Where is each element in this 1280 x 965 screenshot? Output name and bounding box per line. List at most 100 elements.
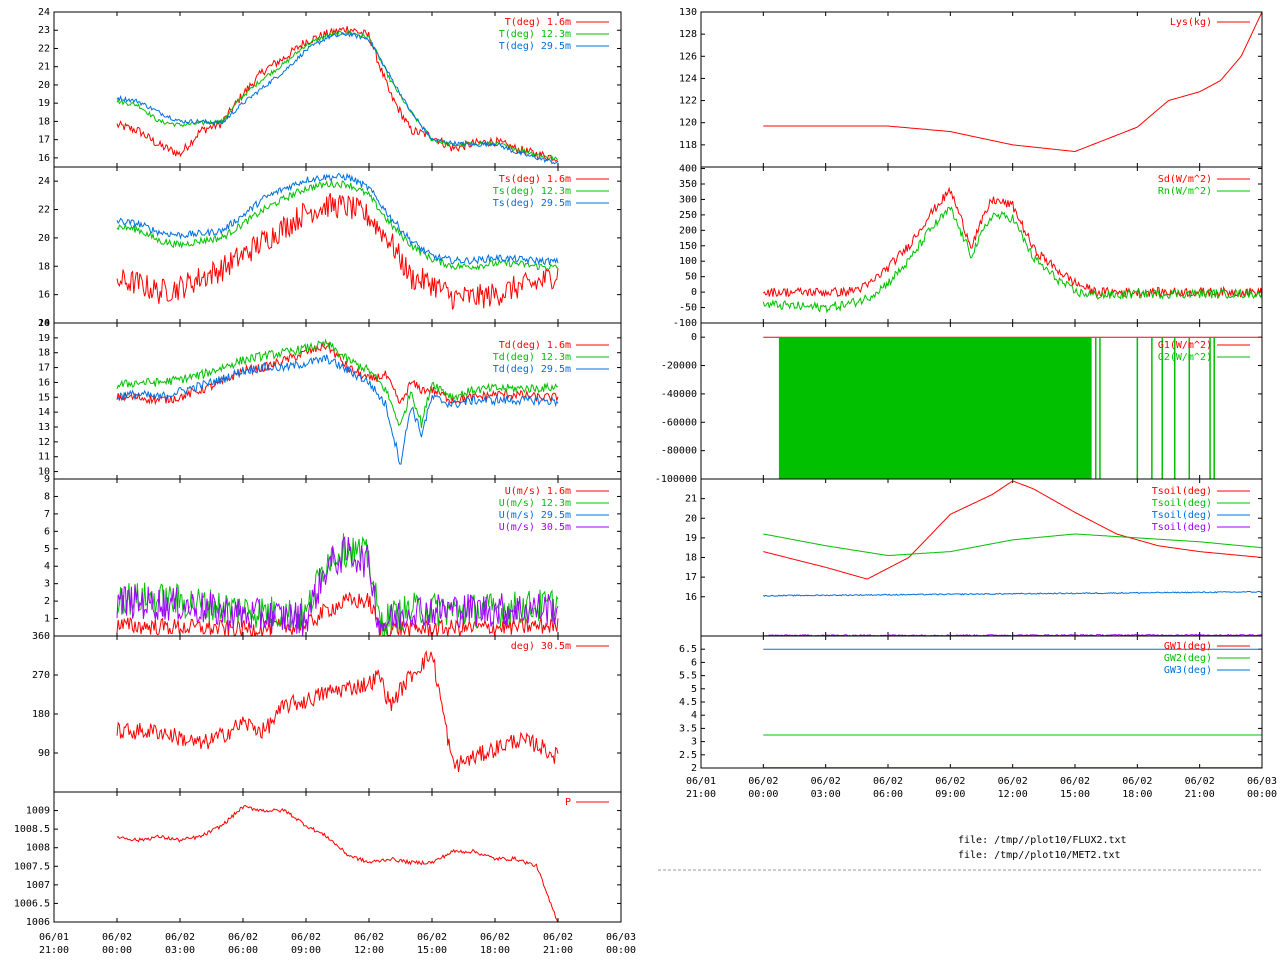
y-tick-label: 3 — [44, 579, 50, 590]
y-tick-label: 1008 — [26, 843, 50, 854]
y-tick-label: 8 — [44, 491, 50, 502]
series-line — [762, 186, 1262, 299]
panel-1: 16 17 18 19 20 21 22 23 24 T(deg) 1.6mT(deg) 12.3… — [38, 7, 622, 168]
legend-label: GW3(deg) — [1164, 665, 1212, 676]
panel-5: 90 180 270 360 deg) 30.5m — [32, 631, 622, 793]
x-tick-label: 21:00 — [686, 789, 716, 800]
y-tick-label: 6.5 — [679, 644, 697, 655]
y-tick-label: 126 — [679, 51, 697, 62]
y-tick-label: 11 — [38, 452, 50, 463]
x-tick-label: 15:00 — [1060, 789, 1090, 800]
y-tick-label: 0 — [691, 287, 697, 298]
series-line — [762, 590, 1262, 597]
series-group — [116, 533, 559, 636]
panel-8: -100 -50 0 50 100 150 200 250 300 350 400 Sd(W/m^2)… — [673, 164, 1263, 329]
panel-4: 1 2 3 4 5 6 7 8 9 U(m/s) 1.6mU(m/s) 12.3mU(m/s) 2… — [44, 474, 622, 637]
panel-6: 1006 1006.5 1007 1007.5 1008 1008.5 1009 P — [14, 791, 622, 928]
legend-label: U(m/s) 29.5m — [499, 510, 571, 521]
x-tick-label: 06/02 — [354, 932, 384, 943]
x-tick-label: 21:00 — [543, 945, 573, 956]
panel-11: 2 2.5 3 3.5 4 4.5 5 5.5 6 6.5 GW1(deg)GW2(deg)GW3(… — [679, 635, 1263, 774]
x-tick-label: 12:00 — [354, 945, 384, 956]
x-axis-labels: 06/01 21:00 06/02 00:00 06/02 03:00 06/02 06:00… — [686, 776, 1277, 800]
x-tick-label: 06/01 — [39, 932, 69, 943]
y-tick-label: 130 — [679, 7, 697, 18]
y-tick-label: 2 — [44, 596, 50, 607]
y-tick-label: 180 — [32, 709, 50, 720]
series-group — [763, 12, 1262, 153]
panel-frame — [700, 635, 1263, 769]
x-tick-label: 18:00 — [480, 945, 510, 956]
y-tick-label: 16 — [38, 377, 50, 388]
x-tick-label: 21:00 — [39, 945, 69, 956]
y-tick-label: 1 — [44, 614, 50, 625]
x-tick-label: 09:00 — [291, 945, 321, 956]
y-tick-label: 3.5 — [679, 723, 697, 734]
x-tick-label: 06/02 — [102, 932, 132, 943]
legend-label: P — [565, 797, 571, 808]
y-tick-label: 17 — [38, 135, 50, 146]
y-tick-label: 18 — [38, 348, 50, 359]
legend-label: GW1(deg) — [1164, 641, 1212, 652]
series-line — [116, 650, 559, 772]
series-group — [116, 804, 559, 922]
legend-label: T(deg) 12.3m — [499, 29, 571, 40]
y-tick-label: 16 — [38, 153, 50, 164]
y-tick-label: 7 — [44, 509, 50, 520]
x-tick-label: 06/02 — [291, 932, 321, 943]
x-tick-label: 00:00 — [606, 945, 636, 956]
panel-7: 118 120 122 124 126 128 130 Lys(kg) — [679, 7, 1263, 168]
legend-label: Td(deg) 29.5m — [493, 364, 571, 375]
y-tick-label: 19 — [685, 533, 697, 544]
x-tick-label: 06/03 — [1247, 776, 1277, 787]
bar — [778, 337, 1092, 479]
y-tick-label: 400 — [679, 164, 697, 175]
x-tick-label: 06:00 — [873, 789, 903, 800]
y-tick-label: 200 — [679, 225, 697, 236]
legend-label: Tsoil(deg) — [1152, 486, 1212, 497]
y-tick-label: 15 — [38, 392, 50, 403]
y-tick-label: 350 — [679, 179, 697, 190]
y-tick-label: 12 — [38, 437, 50, 448]
legend-label: Tsoil(deg) — [1152, 522, 1212, 533]
legend-label: Lys(kg) — [1170, 17, 1212, 28]
y-tick-label: -60000 — [661, 417, 697, 428]
y-tick-label: 20 — [38, 233, 50, 244]
y-tick-label: 5.5 — [679, 671, 697, 682]
y-tick-label: 250 — [679, 210, 697, 221]
y-tick-label: 9 — [44, 474, 50, 485]
legend-label: Rn(W/m^2) — [1158, 186, 1212, 197]
y-tick-label: -40000 — [661, 389, 697, 400]
panel-frame — [53, 791, 622, 923]
y-tick-label: 122 — [679, 96, 697, 107]
legend-label: GW2(deg) — [1164, 653, 1212, 664]
x-tick-label: 00:00 — [748, 789, 778, 800]
y-tick-label: 1008.5 — [14, 824, 50, 835]
y-tick-label: 120 — [679, 118, 697, 129]
y-tick-label: -100000 — [655, 474, 697, 485]
series-line — [116, 338, 559, 429]
x-tick-label: 06/02 — [811, 776, 841, 787]
x-tick-label: 06/02 — [873, 776, 903, 787]
x-tick-label: 00:00 — [1247, 789, 1277, 800]
panel-10: 161718192021Tsoil(deg)Tsoil(deg)Tsoil(de… — [685, 478, 1263, 637]
y-tick-label: 16 — [38, 290, 50, 301]
y-tick-label: -50 — [679, 303, 697, 314]
y-tick-label: 4.5 — [679, 697, 697, 708]
y-tick-label: 90 — [38, 748, 50, 759]
x-tick-label: 06/02 — [417, 932, 447, 943]
y-tick-label: 5 — [691, 684, 697, 695]
series-group — [116, 172, 559, 310]
series-line — [116, 172, 559, 266]
x-tick-label: 06/02 — [480, 932, 510, 943]
legend-label: Td(deg) 1.6m — [499, 340, 571, 351]
y-tick-label: 22 — [38, 43, 50, 54]
x-tick-label: 06/03 — [606, 932, 636, 943]
x-tick-label: 06/02 — [748, 776, 778, 787]
series-group — [116, 26, 559, 165]
series-line — [116, 32, 559, 165]
series-group — [116, 650, 559, 772]
y-tick-label: 23 — [38, 25, 50, 36]
